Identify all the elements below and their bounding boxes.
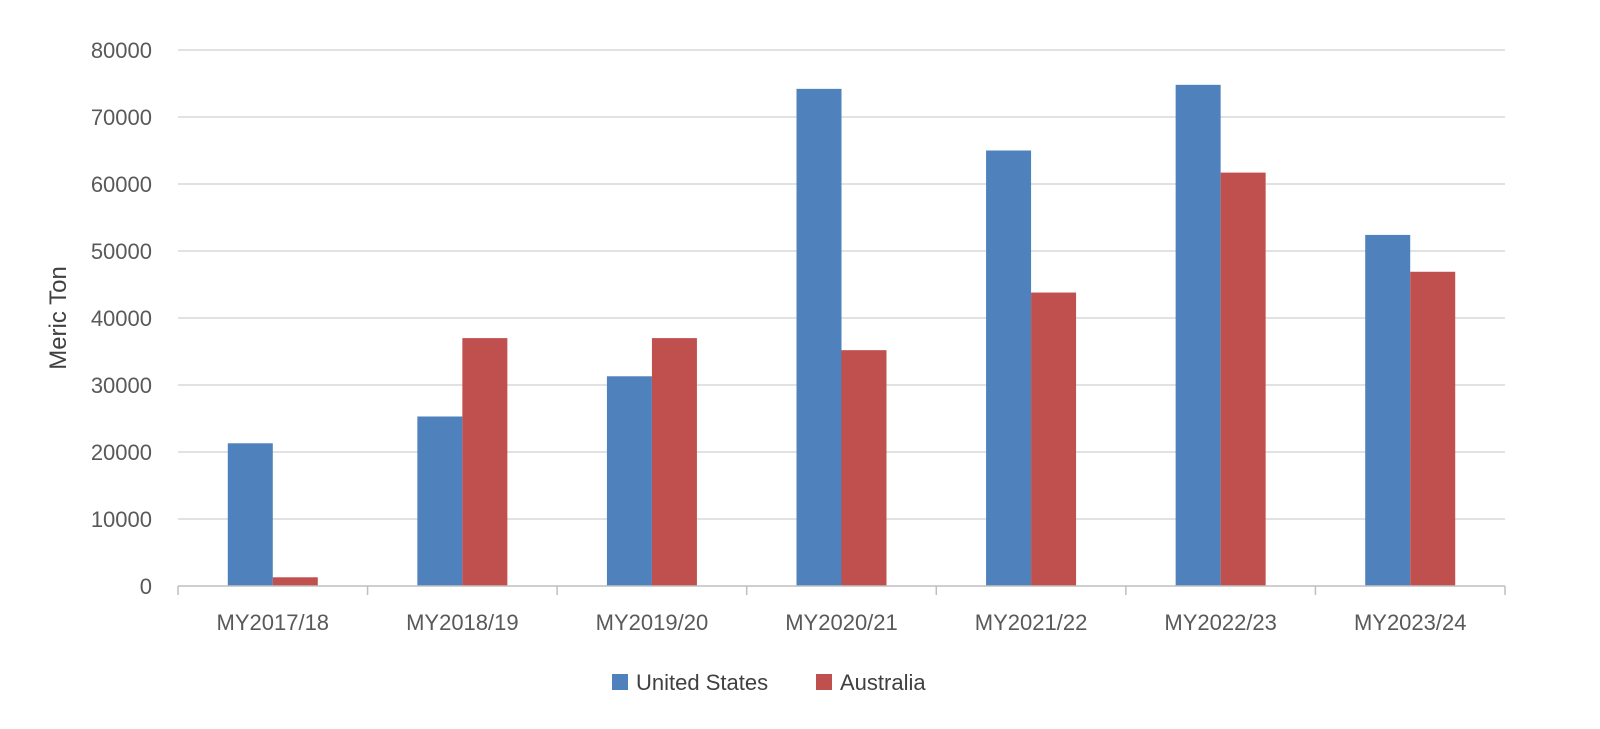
legend-label: United States [636,670,768,695]
y-tick-label: 0 [140,574,152,599]
y-axis-title: Meric Ton [45,266,72,370]
y-tick-label: 70000 [91,105,152,130]
bar-united-states [796,88,842,587]
bar-australia [651,338,697,586]
y-tick-label: 60000 [91,172,152,197]
bars [227,84,1456,587]
bar-australia [272,577,318,586]
y-axis-tick-labels: 0 10000 20000 30000 40000 50000 60000 70000 8000… [91,38,152,599]
legend-swatch [816,674,832,690]
legend: United States Australia [612,670,926,695]
y-tick-label: 50000 [91,239,152,264]
bar-united-states [986,150,1032,586]
x-tick-label: MY2018/19 [406,610,519,635]
y-tick-label: 40000 [91,306,152,331]
x-tick-label: MY2023/24 [1354,610,1467,635]
x-tick-label: MY2020/21 [785,610,898,635]
bar-australia [1410,271,1456,586]
bar-united-states [1365,234,1411,587]
x-tick-label: MY2019/20 [596,610,709,635]
x-tick-label: MY2017/18 [217,610,330,635]
bar-united-states [417,416,463,586]
bar-australia [841,350,887,586]
legend-label: Australia [840,670,926,695]
x-axis [177,585,1506,595]
y-tick-label: 10000 [91,507,152,532]
x-tick-label: MY2022/23 [1164,610,1277,635]
x-axis-tick-labels: MY2017/18 MY2018/19 MY2019/20 MY2020/21 MY20… [217,610,1467,635]
bar-australia [1031,292,1077,586]
bar-australia [1220,172,1266,587]
legend-swatch [612,674,628,690]
y-tick-label: 20000 [91,440,152,465]
bar-australia [462,338,508,586]
y-tick-label: 30000 [91,373,152,398]
bar-united-states [606,376,652,586]
x-tick-label: MY2021/22 [975,610,1088,635]
y-tick-label: 80000 [91,38,152,63]
bar-united-states [227,443,273,586]
bar-united-states [1175,84,1221,586]
